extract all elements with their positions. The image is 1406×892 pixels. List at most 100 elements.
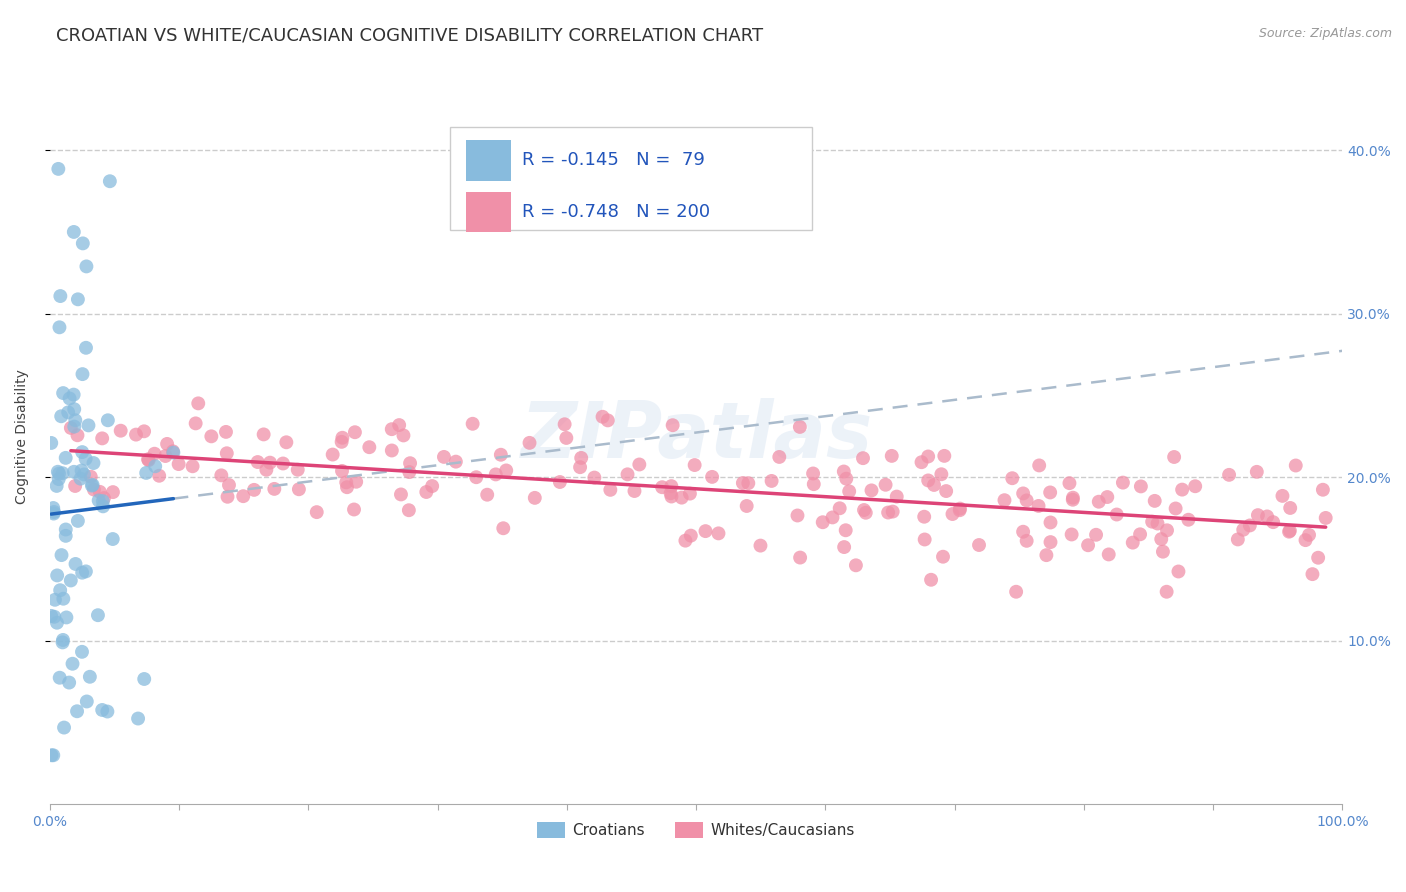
Point: [671, 491, 693, 505]
Point: [70, 566, 93, 580]
Point: [1312, 483, 1334, 497]
Point: [1035, 548, 1057, 562]
Point: [912, 509, 935, 524]
Point: [82, 478, 104, 492]
Point: [465, 470, 488, 484]
Point: [1015, 533, 1038, 548]
Point: [1218, 467, 1240, 482]
Point: [125, 427, 148, 442]
Point: [659, 479, 682, 493]
Point: [89, 484, 111, 499]
Point: [46, 568, 69, 582]
Point: [187, 396, 209, 410]
Point: [1152, 544, 1174, 558]
Text: R = -0.145   N =  79: R = -0.145 N = 79: [522, 152, 704, 169]
Point: [254, 463, 277, 477]
Point: [66, 428, 89, 442]
Point: [184, 417, 207, 431]
Point: [628, 458, 651, 472]
Point: [695, 524, 717, 538]
Point: [821, 510, 844, 524]
Point: [48, 320, 70, 334]
Point: [52, 591, 75, 606]
Point: [679, 486, 702, 500]
Point: [1263, 515, 1285, 529]
Point: [132, 425, 155, 439]
Point: [1156, 524, 1178, 538]
Point: [392, 428, 415, 442]
Legend: Croatians, Whites/Caucasians: Croatians, Whites/Caucasians: [531, 816, 860, 845]
Point: [583, 470, 606, 484]
Point: [55, 450, 77, 465]
Point: [683, 458, 706, 472]
Point: [935, 484, 957, 499]
Point: [932, 549, 955, 564]
Point: [1012, 524, 1035, 539]
Point: [1315, 511, 1337, 525]
Point: [1226, 533, 1249, 547]
Point: [87, 608, 110, 623]
Point: [52, 632, 75, 647]
Point: [42, 748, 65, 763]
Point: [63, 479, 86, 493]
Point: [75, 341, 97, 355]
Point: [886, 490, 908, 504]
Point: [811, 515, 834, 529]
Point: [42, 507, 65, 521]
Point: [1171, 483, 1194, 497]
Point: [101, 532, 124, 546]
Point: [761, 474, 783, 488]
Point: [70, 464, 93, 478]
Point: [768, 450, 790, 464]
Point: [489, 448, 512, 462]
Point: [155, 449, 177, 463]
Point: [398, 503, 420, 517]
Point: [1062, 492, 1084, 507]
Point: [215, 425, 238, 439]
Point: [917, 474, 939, 488]
Point: [65, 413, 87, 427]
Point: [287, 463, 309, 477]
Point: [162, 445, 184, 459]
Point: [1184, 479, 1206, 493]
Point: [1085, 528, 1108, 542]
Point: [845, 558, 868, 573]
Point: [55, 610, 77, 624]
Point: [91, 431, 114, 445]
Point: [599, 483, 621, 497]
Point: [59, 574, 82, 588]
Point: [596, 413, 619, 427]
Point: [801, 467, 824, 481]
Point: [42, 505, 65, 519]
Point: [70, 445, 93, 459]
Point: [1077, 538, 1099, 552]
Point: [359, 440, 381, 454]
Point: [1156, 584, 1178, 599]
Bar: [465, 192, 512, 232]
Point: [388, 418, 411, 433]
Point: [1060, 527, 1083, 541]
Point: [97, 413, 120, 427]
Point: [53, 721, 76, 735]
Point: [263, 482, 285, 496]
Point: [52, 386, 75, 401]
Point: [548, 475, 571, 489]
Point: [72, 236, 94, 251]
Point: [200, 429, 222, 443]
Point: [55, 523, 77, 537]
Point: [679, 528, 702, 542]
Point: [46, 161, 69, 176]
Point: [135, 466, 157, 480]
Point: [855, 506, 877, 520]
Point: [49, 583, 72, 598]
Point: [949, 501, 972, 516]
Point: [917, 450, 939, 464]
Point: [344, 475, 367, 489]
Point: [381, 443, 404, 458]
Point: [1015, 493, 1038, 508]
Point: [1122, 535, 1144, 549]
Point: [922, 478, 945, 492]
Point: [492, 521, 515, 535]
Point: [398, 465, 420, 479]
Point: [555, 431, 578, 445]
